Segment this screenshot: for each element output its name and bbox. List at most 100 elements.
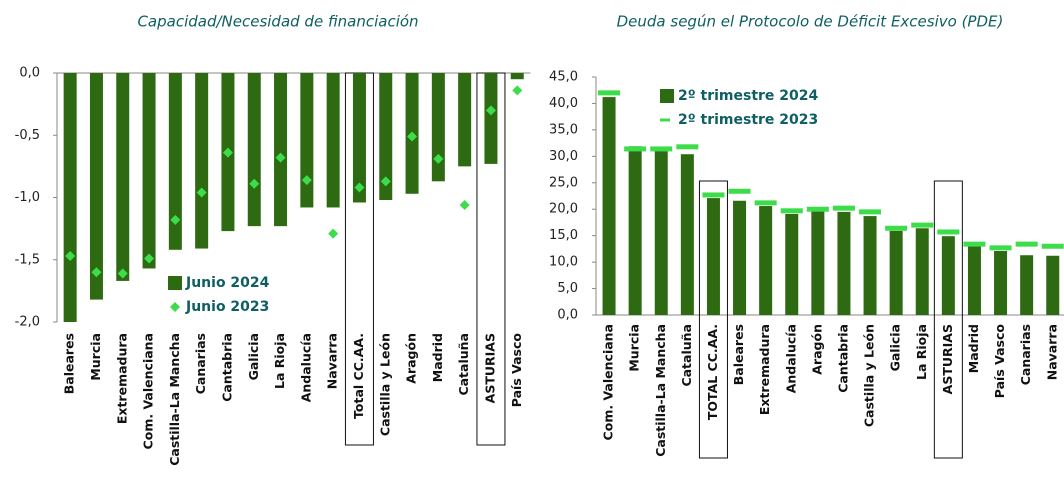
bar [168, 73, 182, 250]
diamond-marker [65, 251, 76, 262]
x-tick-label: Extremadura [757, 324, 772, 415]
bar [706, 198, 720, 315]
x-tick-label: Murcia [627, 324, 642, 372]
x-tick-label: Cataluña [456, 333, 471, 396]
bar [431, 73, 445, 182]
diamond-marker [222, 147, 233, 158]
x-tick-label: Canarias [193, 333, 208, 394]
y-tick-label: 45,0 [549, 70, 578, 85]
dash-marker [806, 206, 829, 212]
y-tick-label: -0,5 [15, 128, 40, 143]
bar [458, 73, 472, 167]
diamond-marker [144, 253, 155, 264]
dash-marker [754, 200, 777, 206]
bar [837, 211, 851, 315]
diamond-marker [407, 131, 418, 142]
y-tick-label: -1,5 [15, 252, 40, 267]
y-tick-label: 30,0 [549, 149, 578, 164]
diamond-marker [117, 268, 128, 279]
x-tick-label: Aragón [809, 324, 824, 375]
dash-marker [1041, 243, 1064, 249]
legend-label: 2º trimestre 2024 [678, 88, 819, 104]
x-tick-label: Castilla y León [377, 333, 392, 436]
bar [63, 73, 77, 322]
x-tick-label: Galicia [888, 324, 903, 371]
bar [510, 73, 524, 80]
bar [142, 73, 156, 269]
legend-swatch [168, 276, 182, 290]
x-tick-label: Aragón [404, 333, 419, 384]
bar [89, 73, 103, 300]
bar [785, 213, 799, 315]
bar [994, 251, 1008, 315]
dash-marker [937, 229, 960, 235]
bar [811, 210, 825, 315]
x-tick-label: TOTAL CC.AA. [705, 324, 720, 420]
bar [300, 73, 314, 208]
x-tick-label: País Vasco [992, 324, 1007, 399]
dash-marker [859, 209, 882, 215]
x-tick-label: Extremadura [114, 333, 129, 424]
diamond-marker [170, 214, 181, 225]
x-tick-label: Canarias [1018, 324, 1033, 385]
bar [274, 73, 288, 227]
bar [680, 154, 694, 315]
legend-label: 2º trimestre 2023 [678, 112, 818, 128]
x-tick-label: Madrid [966, 324, 981, 373]
x-tick-label: Andalucía [298, 333, 313, 402]
bar [352, 73, 366, 203]
x-tick-label: Baleares [62, 333, 77, 394]
dash-marker [1015, 241, 1038, 247]
bar [484, 73, 498, 164]
x-tick-label: Baleares [731, 324, 746, 385]
bar [967, 246, 981, 315]
x-tick-label: Cataluña [679, 324, 694, 387]
y-tick-label: 0,0 [557, 308, 578, 323]
dash-marker [598, 90, 621, 96]
x-tick-label: ASTURIAS [482, 333, 497, 403]
bar [628, 146, 642, 315]
bar [863, 216, 877, 315]
diamond-marker [459, 199, 470, 210]
diamond-marker [328, 228, 339, 239]
bar [116, 73, 130, 281]
bar [889, 230, 903, 315]
bar [379, 73, 393, 200]
dash-marker [780, 208, 803, 214]
x-tick-label: Cantabria [219, 333, 234, 402]
dash-marker [989, 245, 1012, 251]
dash-marker [676, 144, 699, 150]
bar [915, 228, 929, 315]
x-tick-label: Navarra [1044, 324, 1059, 380]
dash-marker [728, 188, 751, 194]
y-tick-label: 25,0 [549, 175, 578, 190]
x-tick-label: La Rioja [914, 324, 929, 380]
bar [654, 151, 668, 315]
dash-marker [832, 205, 855, 211]
dash-marker [650, 146, 673, 152]
legend-label: Junio 2024 [185, 275, 270, 291]
diamond-marker [485, 105, 496, 116]
dash-marker [963, 241, 986, 247]
dash-marker [911, 222, 934, 228]
x-tick-label: Castilla-La Mancha [653, 324, 668, 457]
bar [195, 73, 209, 249]
bar [1046, 255, 1060, 315]
x-tick-label: Castilla-La Mancha [167, 333, 182, 466]
diamond-marker [433, 153, 444, 164]
x-tick-label: Castilla y León [862, 324, 877, 427]
y-tick-label: -2,0 [15, 315, 40, 330]
diamond-marker [301, 175, 312, 186]
bar [602, 97, 616, 315]
y-tick-label: 20,0 [549, 202, 578, 217]
diamond-marker [275, 152, 286, 163]
bar [247, 73, 261, 227]
x-tick-label: Galicia [246, 333, 261, 380]
y-tick-label: -1,0 [15, 190, 40, 205]
diamond-marker [354, 182, 365, 193]
x-tick-label: Com. Valenciana [141, 333, 156, 449]
bar [326, 73, 340, 208]
y-tick-label: 10,0 [549, 255, 578, 270]
